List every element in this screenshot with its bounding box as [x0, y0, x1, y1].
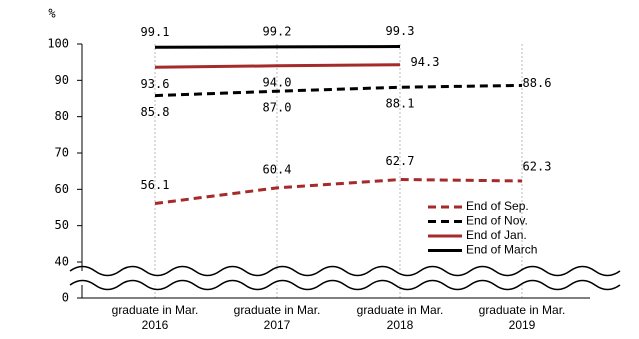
x-tick-label: graduate in Mar.: [357, 303, 444, 317]
series-line: [154, 45, 401, 49]
x-tick-label: 2019: [509, 318, 536, 332]
data-label: 93.6: [141, 77, 170, 91]
data-label: 87.0: [263, 101, 292, 115]
data-label: 88.1: [386, 97, 415, 111]
data-label: 94.3: [411, 55, 440, 69]
axis-break-line: [69, 279, 621, 291]
legend-label: End of Sep.: [466, 199, 529, 213]
x-tick-label: 2016: [142, 318, 169, 332]
data-label: 88.6: [523, 76, 552, 90]
data-label: 94.0: [263, 75, 292, 89]
legend-label: End of Jan.: [466, 228, 527, 242]
y-tick-label: 70: [55, 146, 69, 160]
legend-label: End of March: [466, 243, 537, 257]
x-tick-label: 2017: [264, 318, 291, 332]
x-tick-label: graduate in Mar.: [479, 303, 566, 317]
axis-break-line: [69, 265, 621, 277]
data-label: 62.7: [386, 154, 415, 168]
data-label: 99.1: [141, 25, 170, 39]
y-tick-label: 80: [55, 109, 69, 123]
data-label: 85.8: [141, 105, 170, 119]
data-label: 56.1: [141, 178, 170, 192]
data-label: 62.3: [523, 159, 552, 173]
y-tick-label: 100: [47, 37, 69, 51]
data-label: 99.2: [263, 24, 292, 38]
data-label: 99.3: [386, 24, 415, 38]
x-tick-label: graduate in Mar.: [234, 303, 321, 317]
x-tick-label: 2018: [387, 318, 414, 332]
series-line: [154, 178, 523, 205]
y-tick-label: 90: [55, 73, 69, 87]
y-axis-unit: %: [48, 7, 56, 21]
x-tick-label: graduate in Mar.: [112, 303, 199, 317]
data-label: 60.4: [263, 162, 292, 176]
y-tick-label: 50: [55, 218, 69, 232]
y-tick-label: 40: [55, 255, 69, 269]
y-tick-label: 60: [55, 182, 69, 196]
legend-label: End of Nov.: [466, 214, 528, 228]
series-line: [154, 83, 523, 98]
y-tick-label: 0: [62, 291, 69, 305]
series-line: [154, 63, 401, 69]
